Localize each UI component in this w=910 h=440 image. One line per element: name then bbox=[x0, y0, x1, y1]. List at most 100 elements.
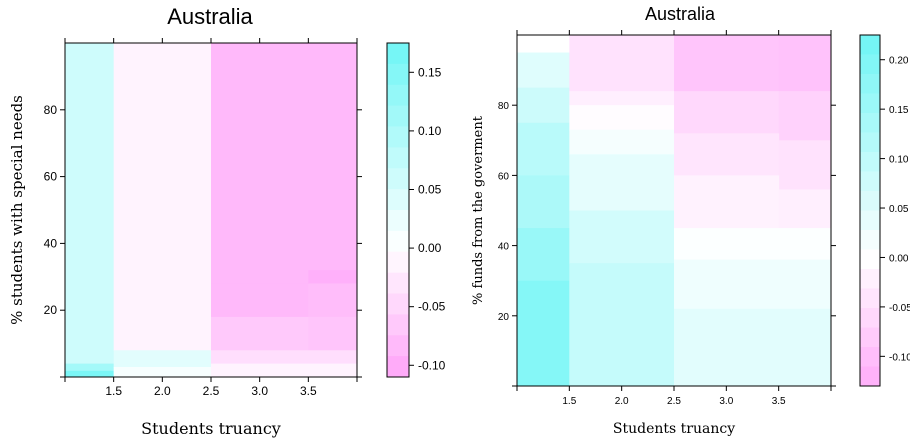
heatmap-cells bbox=[517, 35, 832, 387]
colorbar-band bbox=[860, 93, 880, 114]
heatmap-panel-1: Australia 1.5 2.0 2.5 3.0 3.5 20 40 60 80 Students… bbox=[8, 4, 446, 438]
heatmap-cell bbox=[569, 154, 675, 211]
heatmap-cell bbox=[674, 308, 832, 387]
heatmap-cell bbox=[569, 105, 675, 131]
heatmap-cell bbox=[569, 129, 675, 155]
y-tick-label: 20 bbox=[498, 312, 510, 323]
colorbar-band bbox=[860, 249, 880, 270]
colorbar-band bbox=[860, 269, 880, 289]
x-tick-label: 2.5 bbox=[667, 396, 681, 407]
heatmap-cell bbox=[65, 43, 115, 371]
colorbar-tick-label: 0.05 bbox=[889, 204, 909, 215]
heatmap-cell bbox=[517, 87, 570, 124]
heatmap-cell bbox=[674, 259, 832, 310]
colorbar-band bbox=[860, 210, 880, 231]
chart-title: Australia bbox=[645, 4, 716, 24]
y-tick-label: 40 bbox=[498, 242, 510, 253]
heatmap-cell bbox=[113, 366, 212, 378]
heatmap-cell bbox=[569, 91, 675, 106]
colorbar-band bbox=[860, 327, 880, 348]
colorbar-frame bbox=[859, 34, 881, 387]
heatmap-cell bbox=[211, 283, 309, 318]
colorbar-band bbox=[860, 74, 880, 94]
heatmap-cell bbox=[211, 316, 309, 351]
colorbar-band bbox=[860, 366, 880, 387]
heatmap-cell bbox=[674, 175, 780, 229]
heatmap-cell bbox=[674, 228, 832, 261]
heatmap-cell bbox=[113, 43, 212, 351]
colorbar: 0.15 0.10 0.05 0.00 -0.05 -0.10 bbox=[386, 42, 446, 378]
colorbar-tick-label: 0.15 bbox=[418, 65, 442, 79]
y-axis-label: % funds from the goverment bbox=[471, 115, 486, 305]
colorbar-band bbox=[387, 63, 409, 86]
x-tick-label: 2.0 bbox=[154, 384, 171, 398]
colorbar-band bbox=[387, 251, 409, 274]
colorbar-band bbox=[387, 230, 409, 253]
colorbar-tick-label: -0.10 bbox=[889, 352, 910, 363]
x-tick-label: 3.0 bbox=[719, 396, 733, 407]
y-tick-label: 60 bbox=[44, 170, 58, 184]
heatmap-cell bbox=[211, 350, 358, 365]
x-axis-label: Students truancy bbox=[141, 419, 281, 438]
colorbar-band bbox=[387, 293, 409, 315]
heatmap-panel-2: Australia 1.5 2.0 2.5 3.0 3.5 20 40 60 80 Students… bbox=[471, 4, 910, 437]
heatmap-cell bbox=[674, 133, 780, 176]
colorbar-band bbox=[387, 189, 409, 211]
colorbar-tick-label: 0.00 bbox=[418, 241, 442, 255]
heatmap-cell bbox=[517, 228, 570, 282]
colorbar-band bbox=[387, 105, 409, 127]
y-tick-label: 60 bbox=[498, 171, 510, 182]
heatmap-cell bbox=[113, 350, 212, 368]
x-tick-label: 3.0 bbox=[251, 384, 268, 398]
x-axis-label: Students truancy bbox=[613, 421, 735, 437]
heatmap-cell bbox=[211, 43, 358, 284]
colorbar-frame bbox=[386, 42, 410, 378]
colorbar-band bbox=[387, 314, 409, 336]
heatmap-cell bbox=[569, 35, 675, 92]
heatmap-cell bbox=[65, 363, 115, 371]
y-tick-label: 20 bbox=[44, 303, 58, 317]
x-tick-label: 2.5 bbox=[203, 384, 220, 398]
colorbar-band bbox=[860, 35, 880, 55]
colorbar-band bbox=[387, 147, 409, 169]
colorbar-tick-label: -0.05 bbox=[418, 300, 446, 314]
chart-title: Australia bbox=[167, 4, 253, 29]
colorbar-band bbox=[387, 84, 409, 107]
colorbar-band bbox=[860, 171, 880, 192]
colorbar-band bbox=[860, 152, 880, 172]
colorbar-tick-label: 0.15 bbox=[889, 105, 909, 116]
colorbar-band bbox=[387, 43, 409, 65]
heatmap-cell bbox=[778, 91, 832, 141]
colorbar-tick-label: -0.05 bbox=[889, 303, 910, 314]
colorbar-tick-label: 0.10 bbox=[418, 124, 442, 138]
colorbar-band bbox=[860, 113, 880, 133]
heatmap-cell bbox=[308, 283, 358, 318]
colorbar-band bbox=[387, 356, 409, 378]
x-tick-label: 1.5 bbox=[562, 396, 576, 407]
y-tick-label: 80 bbox=[498, 101, 510, 112]
heatmap-cell bbox=[569, 210, 675, 264]
colorbar-tick-label: 0.00 bbox=[889, 253, 909, 264]
heatmap-cell bbox=[778, 140, 832, 190]
heatmap-cell bbox=[517, 280, 570, 387]
colorbar-tick-label: 0.05 bbox=[418, 182, 442, 196]
heatmap-cell bbox=[517, 35, 570, 54]
colorbar-band bbox=[860, 308, 880, 328]
colorbar-band bbox=[387, 210, 409, 232]
x-tick-label: 3.5 bbox=[772, 396, 786, 407]
heatmap-cells bbox=[65, 43, 358, 378]
y-axis-label: % students with special needs bbox=[8, 95, 26, 325]
colorbar-band bbox=[860, 191, 880, 211]
colorbar: 0.20 0.15 0.10 0.05 0.00 -0.05 -0.10 bbox=[859, 34, 910, 387]
heatmap-cell bbox=[517, 52, 570, 89]
heatmap-cell bbox=[778, 35, 832, 92]
colorbar-band bbox=[387, 168, 409, 190]
colorbar-band bbox=[860, 230, 880, 250]
heatmap-cell bbox=[674, 91, 780, 134]
colorbar-band bbox=[860, 288, 880, 309]
colorbar-band bbox=[387, 126, 409, 148]
heatmap-cell bbox=[778, 189, 832, 233]
x-tick-label: 2.0 bbox=[615, 396, 629, 407]
x-tick-label: 1.5 bbox=[105, 384, 122, 398]
